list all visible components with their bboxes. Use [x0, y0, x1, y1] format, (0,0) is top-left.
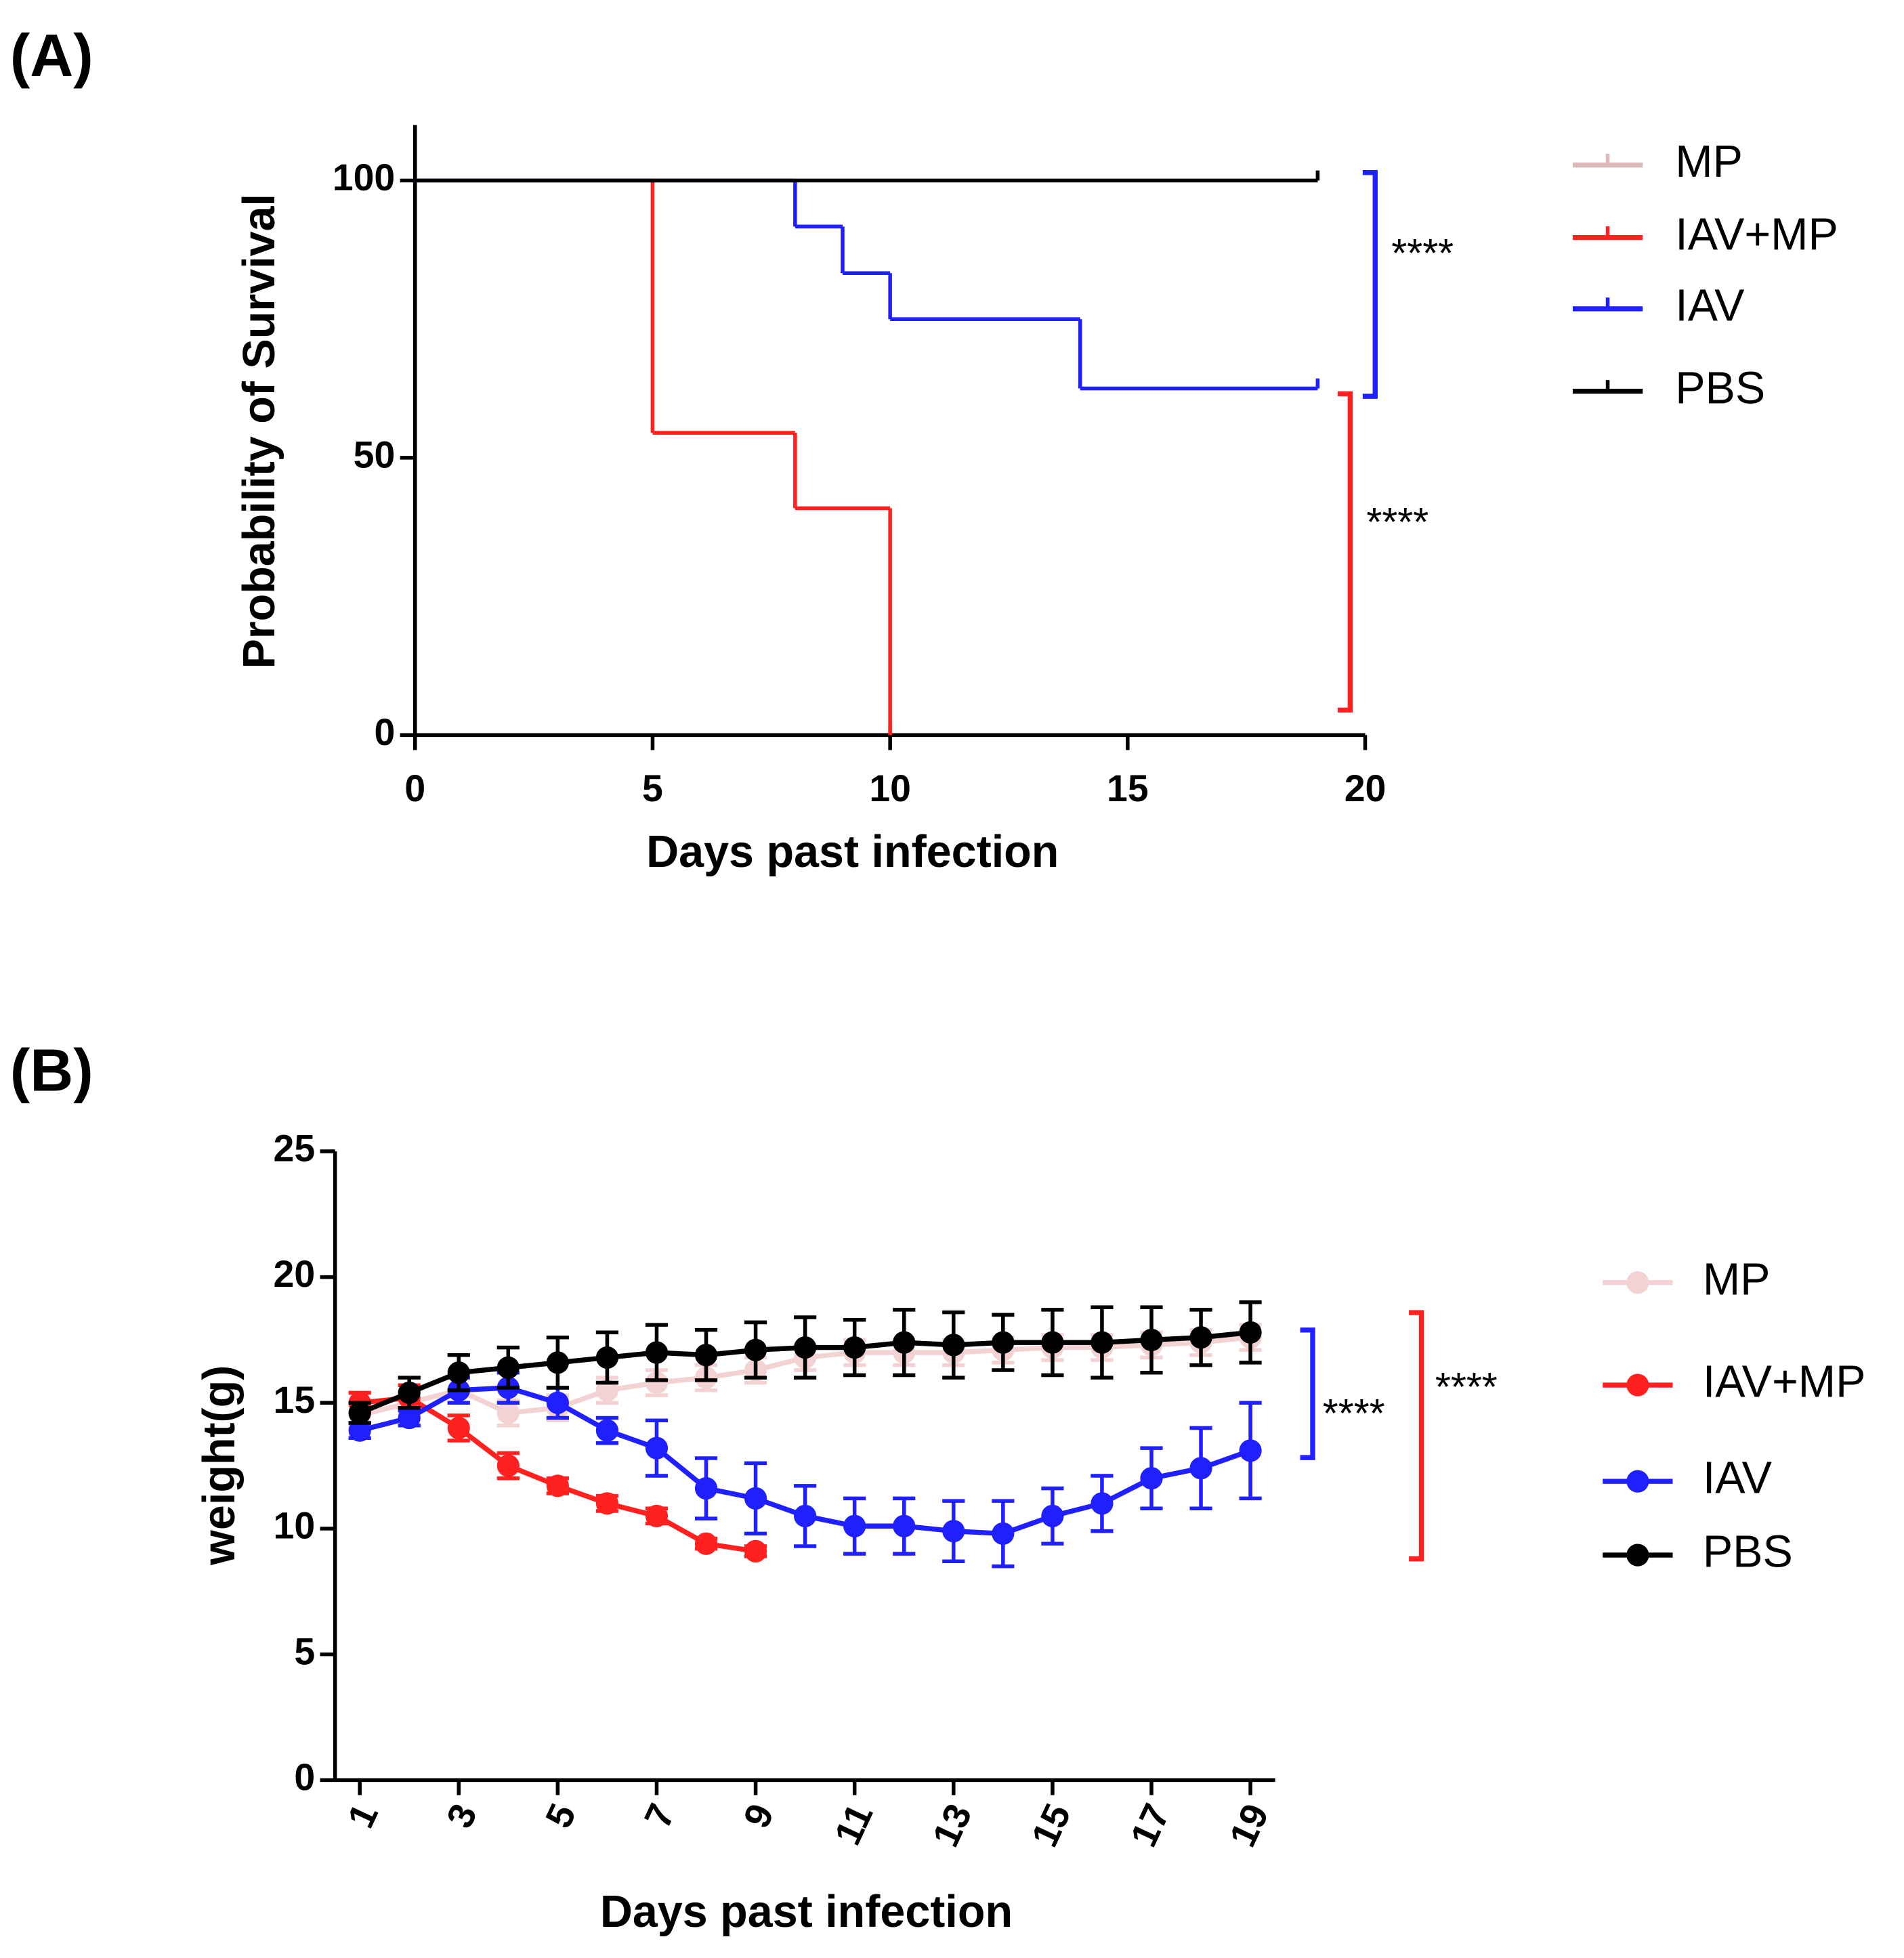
point — [645, 1371, 669, 1395]
x-tick-label: 17 — [1122, 1797, 1178, 1853]
significance-label: **** — [1391, 231, 1454, 276]
y-tick-label: 5 — [294, 1630, 315, 1672]
x-tick-label: 0 — [404, 767, 425, 809]
point — [992, 1522, 1015, 1545]
legend-label: MP — [1675, 137, 1743, 187]
point — [645, 1504, 669, 1528]
x-tick-label: 15 — [1107, 767, 1149, 809]
point — [893, 1331, 916, 1354]
point — [694, 1532, 718, 1555]
x-tick-label: 11 — [826, 1797, 881, 1851]
legend-marker — [1626, 1374, 1649, 1397]
point — [1041, 1504, 1064, 1528]
point — [645, 1436, 669, 1460]
point — [645, 1341, 669, 1364]
y-tick-label: 15 — [274, 1379, 316, 1421]
point — [1091, 1331, 1114, 1354]
point — [447, 1361, 470, 1384]
point — [595, 1346, 619, 1369]
x-tick-label: 5 — [642, 767, 663, 809]
point — [348, 1419, 371, 1442]
point — [694, 1344, 718, 1367]
point — [694, 1476, 718, 1500]
y-axis-label: weight(g) — [194, 1365, 245, 1566]
x-axis-label: Days past infection — [600, 1887, 1013, 1937]
legend-label: IAV — [1703, 1453, 1773, 1504]
point — [794, 1336, 817, 1359]
x-tick-label: 5 — [537, 1797, 584, 1834]
point — [1140, 1467, 1163, 1490]
legend-label: IAV+MP — [1703, 1357, 1866, 1407]
significance-bracket — [1362, 170, 1378, 399]
x-tick-label: 13 — [924, 1797, 979, 1853]
point — [546, 1391, 569, 1414]
point — [398, 1406, 421, 1430]
x-tick-label: 19 — [1221, 1797, 1277, 1853]
point — [1239, 1439, 1262, 1462]
point — [496, 1356, 520, 1379]
point — [546, 1474, 569, 1497]
legend-label: PBS — [1675, 363, 1765, 413]
point — [843, 1336, 866, 1359]
panel-label: (B) — [10, 1037, 93, 1104]
point — [942, 1520, 965, 1543]
point — [1189, 1457, 1212, 1480]
point — [794, 1504, 817, 1528]
point — [447, 1416, 470, 1440]
point — [992, 1331, 1015, 1354]
point — [1189, 1326, 1212, 1349]
legend-label: IAV+MP — [1675, 209, 1838, 259]
point — [744, 1338, 767, 1361]
x-tick-label: 3 — [438, 1797, 485, 1834]
y-tick-label: 50 — [354, 434, 396, 476]
legend-marker — [1626, 1544, 1649, 1567]
point — [595, 1419, 619, 1442]
y-tick-label: 100 — [333, 156, 395, 198]
significance-bracket — [1300, 1327, 1315, 1460]
point — [893, 1514, 916, 1537]
legend-marker — [1626, 1470, 1649, 1493]
x-tick-label: 1 — [339, 1797, 386, 1834]
x-tick-label: 7 — [636, 1797, 683, 1834]
legend-label: IAV — [1675, 280, 1745, 331]
y-tick-label: 0 — [294, 1756, 315, 1798]
point — [1091, 1492, 1114, 1515]
point — [744, 1487, 767, 1510]
point — [546, 1351, 569, 1374]
significance-bracket — [1409, 1310, 1424, 1562]
point — [595, 1492, 619, 1515]
legend-label: MP — [1703, 1254, 1771, 1304]
point — [348, 1401, 371, 1424]
significance-label: **** — [1435, 1365, 1498, 1409]
point — [496, 1454, 520, 1477]
point — [843, 1514, 866, 1537]
significance-bracket — [1337, 391, 1353, 713]
x-axis-label: Days past infection — [646, 827, 1059, 877]
legend-label: PBS — [1703, 1527, 1793, 1577]
point — [398, 1381, 421, 1405]
point — [942, 1334, 965, 1357]
point — [496, 1401, 520, 1424]
y-tick-label: 20 — [274, 1253, 316, 1295]
point — [1239, 1321, 1262, 1344]
x-tick-label: 20 — [1345, 767, 1387, 809]
legend-marker — [1626, 1271, 1649, 1294]
y-tick-label: 0 — [374, 711, 395, 753]
point — [595, 1379, 619, 1402]
x-tick-label: 9 — [735, 1797, 782, 1834]
y-axis-label: Probability of Survival — [234, 194, 284, 668]
x-tick-label: 15 — [1023, 1797, 1079, 1853]
panel-label: (A) — [10, 22, 93, 89]
significance-label: **** — [1323, 1391, 1385, 1436]
point — [1041, 1331, 1064, 1354]
y-tick-label: 10 — [274, 1505, 316, 1547]
y-tick-label: 25 — [274, 1128, 316, 1170]
point — [1140, 1328, 1163, 1352]
significance-label: **** — [1366, 500, 1429, 545]
x-tick-label: 10 — [869, 767, 911, 809]
point — [744, 1539, 767, 1562]
